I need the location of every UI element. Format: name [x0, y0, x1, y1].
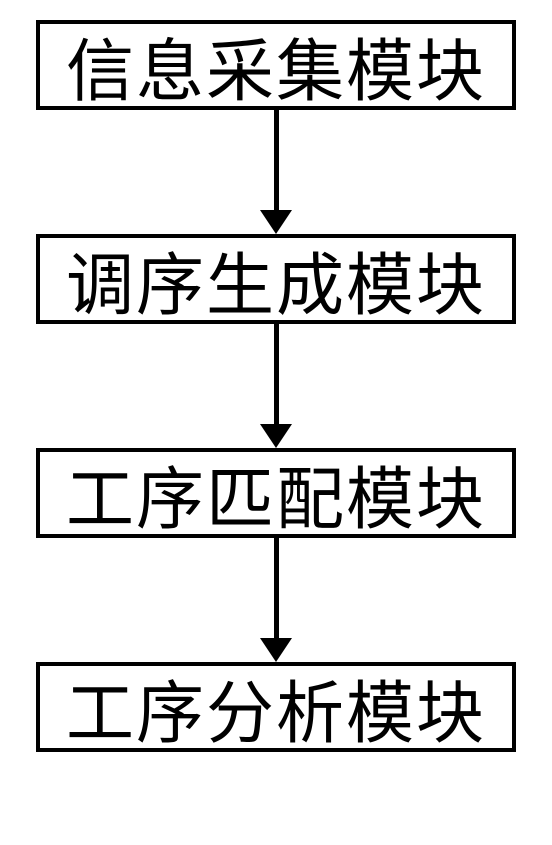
flowchart-node: 工序匹配模块 — [36, 448, 516, 538]
flowchart-arrow — [260, 324, 292, 448]
flowchart-arrow — [260, 110, 292, 234]
node-label: 工序匹配模块 — [66, 444, 486, 543]
arrow-line — [274, 110, 279, 210]
arrow-head-icon — [260, 424, 292, 448]
arrow-line — [274, 538, 279, 638]
flowchart-container: 信息采集模块 调序生成模块 工序匹配模块 工序分析模块 — [36, 20, 516, 752]
arrow-head-icon — [260, 638, 292, 662]
flowchart-arrow — [260, 538, 292, 662]
flowchart-node: 工序分析模块 — [36, 662, 516, 752]
arrow-line — [274, 324, 279, 424]
node-label: 工序分析模块 — [66, 658, 486, 757]
arrow-head-icon — [260, 210, 292, 234]
node-label: 信息采集模块 — [66, 16, 486, 115]
flowchart-node: 调序生成模块 — [36, 234, 516, 324]
flowchart-node: 信息采集模块 — [36, 20, 516, 110]
node-label: 调序生成模块 — [66, 230, 486, 329]
